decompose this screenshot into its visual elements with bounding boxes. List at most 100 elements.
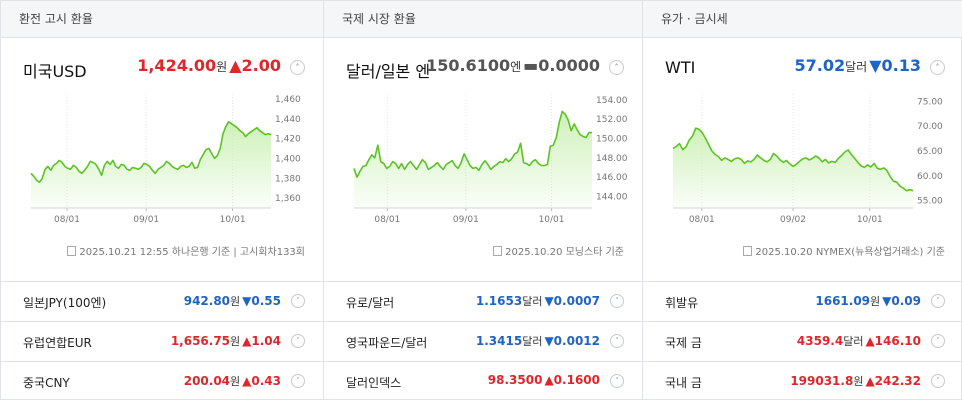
x-tick-label: 08/01 bbox=[54, 215, 80, 225]
x-tick-label: 10/01 bbox=[220, 215, 246, 225]
quote-row-price: 98.3500 bbox=[487, 373, 543, 387]
quote-value: 57.02달러 ▼0.13 bbox=[795, 56, 921, 75]
quote-row-name[interactable]: 국제 금 bbox=[665, 336, 702, 350]
y-tick-label: 1,380 bbox=[275, 174, 301, 184]
y-tick-label: 154.00 bbox=[596, 96, 628, 106]
collapse-toggle-icon[interactable]: ˄ bbox=[930, 60, 945, 75]
x-tick-label: 08/01 bbox=[689, 215, 715, 225]
price-chart: 08/01 09/01 10/01 1,460 1,440 1,420 1,400 1,380… bbox=[30, 94, 301, 225]
x-tick-label: 10/01 bbox=[857, 215, 883, 225]
quote-name[interactable]: 미국USD bbox=[23, 62, 87, 81]
document-icon bbox=[67, 246, 77, 256]
quote-row-name[interactable]: 유로/달러 bbox=[346, 296, 395, 310]
quote-row-name[interactable]: 달러인덱스 bbox=[346, 376, 402, 390]
quote-list: 휘발유 1661.09원 ▼0.09 ˅ 국제 금 4359.4달러 ▲146.10 ˅ 국내 … bbox=[643, 281, 962, 400]
source-note: 2025.10.21 12:55 하나은행 기준 | 고시회차133회 bbox=[67, 243, 305, 258]
y-tick-label: 1,440 bbox=[275, 115, 301, 125]
y-tick-label: 65.00 bbox=[917, 147, 943, 157]
x-tick-label: 10/01 bbox=[539, 215, 565, 225]
quote-row-change: ▼0.55 bbox=[242, 294, 281, 308]
quote-row-price: 1.1653 bbox=[475, 294, 523, 308]
quote-row-change: ▲0.43 bbox=[242, 374, 281, 388]
source-text: 2025.10.20 모닝스타 기준 bbox=[505, 247, 624, 258]
expand-toggle-icon[interactable]: ˅ bbox=[291, 374, 305, 388]
y-tick-label: 152.00 bbox=[596, 115, 628, 125]
quote-row-value: 200.04원 ▲0.43 bbox=[184, 373, 281, 389]
quote-value: 1,424.00원 ▲2.00 bbox=[137, 56, 281, 75]
document-icon bbox=[743, 246, 753, 256]
quote-row[interactable]: 일본JPY(100엔) 942.80원 ▼0.55 ˅ bbox=[1, 281, 323, 321]
y-tick-label: 70.00 bbox=[917, 122, 943, 132]
quote-row[interactable]: 국내 금 199031.8원 ▲242.32 ˅ bbox=[643, 361, 962, 400]
x-tick-label: 09/01 bbox=[453, 215, 479, 225]
quote-row[interactable]: 유럽연합EUR 1,656.75원 ▲1.04 ˅ bbox=[1, 321, 323, 361]
quote-row-unit: 원 bbox=[870, 295, 881, 308]
quote-row-unit: 원 bbox=[230, 375, 241, 388]
quote-row[interactable]: 유로/달러 1.1653달러 ▼0.0007 ˅ bbox=[324, 281, 642, 321]
source-text: 2025.10.20 NYMEX(뉴욕상업거래소) 기준 bbox=[755, 247, 945, 258]
tab-intl-market[interactable]: 국제 시장 환율 bbox=[324, 1, 642, 38]
quote-row-name[interactable]: 중국CNY bbox=[23, 376, 70, 390]
quote-name[interactable]: 달러/일본 엔 bbox=[346, 62, 431, 81]
quote-row[interactable]: 중국CNY 200.04원 ▲0.43 ˅ bbox=[1, 361, 323, 400]
y-tick-label: 144.00 bbox=[596, 192, 628, 202]
series-line bbox=[30, 121, 272, 183]
expand-toggle-icon[interactable]: ˅ bbox=[291, 334, 305, 348]
quote-name[interactable]: WTI bbox=[665, 58, 696, 77]
quote-row[interactable]: 영국파운드/달러 1.3415달러 ▼0.0012 ˅ bbox=[324, 321, 642, 361]
quote-row-value: 4359.4달러 ▲146.10 bbox=[797, 333, 921, 349]
x-tick-label: 09/01 bbox=[133, 215, 159, 225]
quote-unit: 달러 bbox=[845, 60, 868, 74]
quote-row-value: 1.3415달러 ▼0.0012 bbox=[476, 333, 600, 349]
quote-row-name[interactable]: 영국파운드/달러 bbox=[346, 336, 428, 350]
quote-row[interactable]: 국제 금 4359.4달러 ▲146.10 ˅ bbox=[643, 321, 962, 361]
quote-row-unit: 원 bbox=[853, 375, 864, 388]
quote-row-value: 1661.09원 ▼0.09 bbox=[815, 293, 921, 309]
collapse-toggle-icon[interactable]: ˄ bbox=[290, 60, 305, 75]
expand-toggle-icon[interactable]: ˅ bbox=[291, 294, 305, 308]
quote-value: 150.6100엔 ▬0.0000 bbox=[426, 56, 600, 75]
quote-row-change: ▲0.1600 bbox=[544, 373, 600, 387]
quote-row-unit: 달러 bbox=[522, 295, 543, 308]
expand-toggle-icon[interactable]: ˅ bbox=[931, 374, 945, 388]
series-line bbox=[353, 110, 592, 178]
panel-exchange: 환전 고시 환율 미국USD 1,424.00원 ▲2.00 ˄ 08/01 09/… bbox=[1, 1, 323, 400]
source-note: 2025.10.20 모닝스타 기준 bbox=[493, 243, 624, 258]
quote-change: ▼0.13 bbox=[869, 56, 921, 75]
collapse-toggle-icon[interactable]: ˄ bbox=[609, 60, 624, 75]
quote-row-price: 1.3415 bbox=[475, 334, 523, 348]
expand-toggle-icon[interactable]: ˅ bbox=[931, 334, 945, 348]
y-tick-label: 60.00 bbox=[917, 172, 943, 182]
quote-unit: 원 bbox=[216, 60, 228, 74]
quote-row-change: ▼0.09 bbox=[882, 294, 921, 308]
y-tick-label: 1,420 bbox=[275, 135, 301, 145]
y-tick-label: 1,360 bbox=[275, 194, 301, 204]
quote-change: ▲2.00 bbox=[229, 56, 281, 75]
y-tick-label: 1,400 bbox=[275, 154, 301, 164]
tab-exchange[interactable]: 환전 고시 환율 bbox=[1, 1, 323, 38]
y-tick-label: 146.00 bbox=[596, 173, 628, 183]
expand-toggle-icon[interactable]: ˅ bbox=[610, 334, 624, 348]
quote-list: 일본JPY(100엔) 942.80원 ▼0.55 ˅ 유럽연합EUR 1,656.75원… bbox=[1, 281, 323, 400]
quote-row-value: 199031.8원 ▲242.32 bbox=[790, 373, 921, 389]
expand-toggle-icon[interactable]: ˅ bbox=[931, 294, 945, 308]
expand-toggle-icon[interactable]: ˅ bbox=[610, 374, 624, 388]
quote-row-name[interactable]: 일본JPY(100엔) bbox=[23, 296, 107, 310]
expand-toggle-icon[interactable]: ˅ bbox=[610, 294, 624, 308]
series-line bbox=[672, 127, 914, 192]
panel-oil-gold: 유가 · 금시세 WTI 57.02달러 ▼0.13 ˄ 08/01 09/02 10… bbox=[642, 1, 962, 400]
x-tick-label: 09/02 bbox=[780, 215, 806, 225]
price-chart: 08/01 09/01 10/01 154.00 152.00 150.00 148.00 1… bbox=[353, 94, 628, 225]
quote-row-unit: 원 bbox=[230, 335, 241, 348]
series-area bbox=[673, 128, 913, 208]
series-area bbox=[31, 121, 271, 208]
quote-row-name[interactable]: 국내 금 bbox=[665, 376, 702, 390]
quote-row-name[interactable]: 유럽연합EUR bbox=[23, 336, 92, 350]
quote-row[interactable]: 휘발유 1661.09원 ▼0.09 ˅ bbox=[643, 281, 962, 321]
tab-oil-gold[interactable]: 유가 · 금시세 bbox=[643, 1, 962, 38]
quote-row[interactable]: 달러인덱스 98.3500 ▲0.1600 ˅ bbox=[324, 361, 642, 400]
quote-row-name[interactable]: 휘발유 bbox=[665, 296, 699, 310]
price-chart: 08/01 09/02 10/01 75.00 70.00 65.00 60.00 55.00 bbox=[672, 94, 943, 225]
y-tick-label: 75.00 bbox=[917, 97, 943, 107]
